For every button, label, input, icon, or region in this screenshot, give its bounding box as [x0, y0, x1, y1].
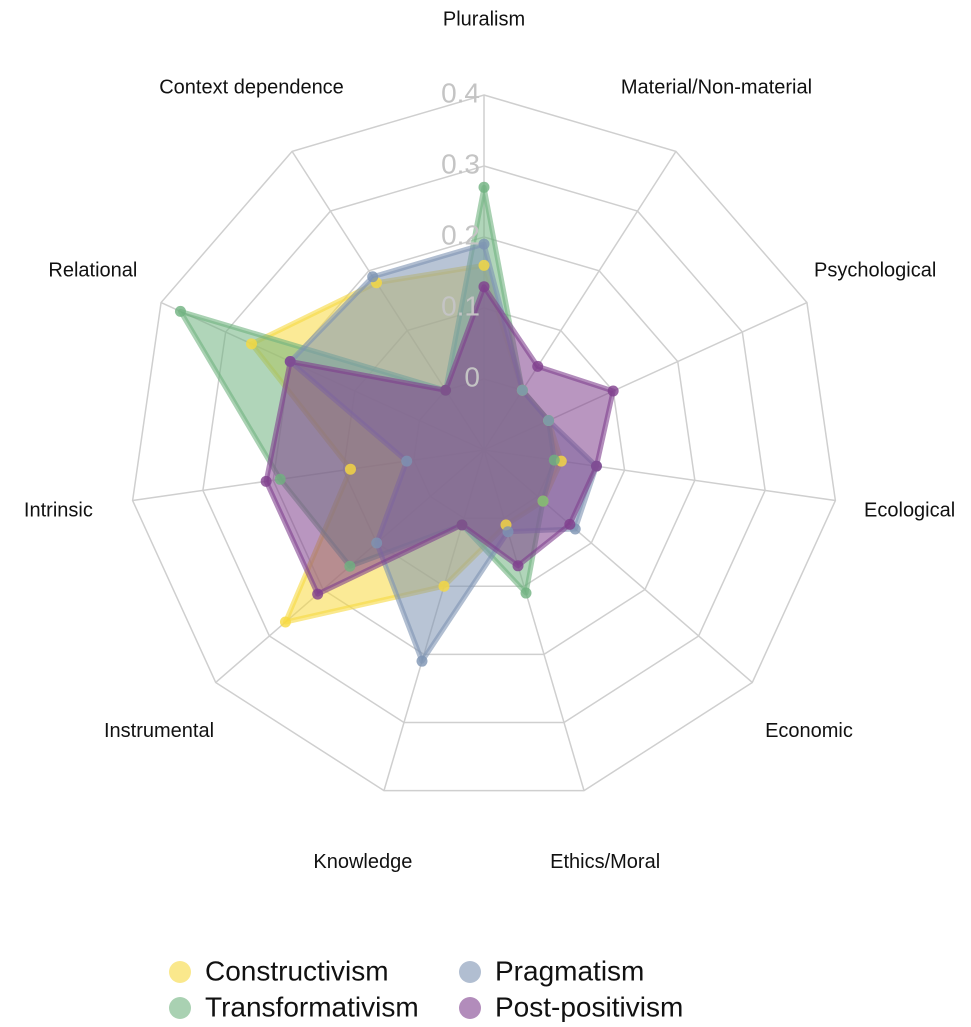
data-point [440, 384, 452, 396]
legend-swatch [169, 961, 191, 983]
legend-label: Post-positivism [495, 991, 683, 1022]
data-point [543, 415, 555, 427]
legend-swatch [169, 997, 191, 1019]
r-tick-label: 0.2 [441, 219, 480, 250]
r-tick-label: 0 [464, 361, 480, 392]
data-point [416, 655, 428, 667]
data-point [516, 384, 528, 396]
legend-swatch [459, 961, 481, 983]
r-tick-label: 0.4 [441, 77, 480, 108]
axis-label: Psychological [814, 260, 936, 282]
r-tick-label: 0.3 [441, 148, 480, 179]
axis-label: Knowledge [313, 851, 412, 873]
axis-label: Ethics/Moral [550, 851, 660, 873]
axis-label: Pluralism [443, 8, 525, 30]
axis-label: Instrumental [104, 720, 214, 742]
data-point [312, 588, 324, 600]
legend-label: Pragmatism [495, 955, 644, 986]
axis-label: Material/Non-material [621, 77, 812, 99]
data-point [590, 460, 602, 472]
data-point [478, 181, 490, 193]
data-point [245, 338, 257, 350]
series-area [263, 284, 616, 597]
legend-swatch [459, 997, 481, 1019]
legend-label: Constructivism [205, 955, 389, 986]
grid-ring [131, 94, 837, 792]
r-tick-label: 0.1 [441, 290, 480, 321]
data-point [344, 463, 356, 475]
data-point [502, 526, 514, 538]
data-point [456, 519, 468, 531]
data-point [174, 305, 186, 317]
data-point [564, 518, 576, 530]
data-point [537, 495, 549, 507]
data-point [367, 271, 379, 283]
data-point [520, 587, 532, 599]
axis-label: Economic [765, 720, 853, 742]
data-point [512, 560, 524, 572]
data-point [607, 385, 619, 397]
data-point [478, 281, 490, 293]
data-point [548, 454, 560, 466]
data-point [401, 455, 413, 467]
axis-label: Ecological [864, 499, 955, 521]
data-point [344, 560, 356, 572]
axis-label: Intrinsic [24, 499, 93, 521]
data-point [478, 259, 490, 271]
data-point [438, 580, 450, 592]
data-point [260, 475, 272, 487]
legend-label: Transformativism [205, 991, 419, 1022]
data-point [478, 238, 490, 250]
data-point [532, 360, 544, 372]
axis-label: Context dependence [159, 77, 344, 99]
data-point [274, 473, 286, 485]
data-point [371, 537, 383, 549]
axis-label: Relational [48, 260, 137, 282]
data-point [284, 356, 296, 368]
data-point [279, 616, 291, 628]
grid-ring [202, 165, 766, 724]
